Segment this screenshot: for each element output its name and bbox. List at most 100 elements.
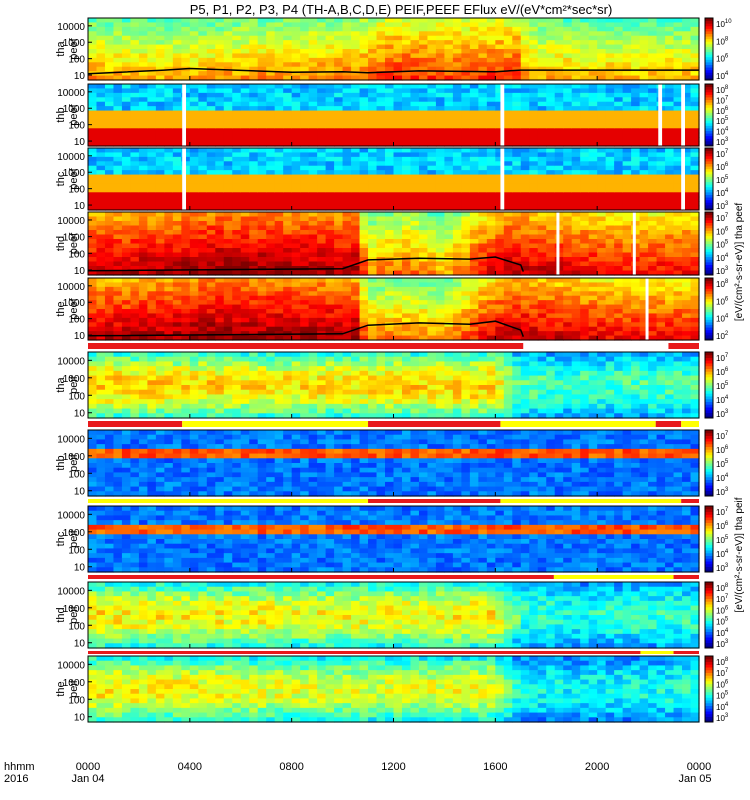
spectrogram-cell xyxy=(469,221,479,227)
spectrogram-cell xyxy=(478,88,488,94)
spectrogram-cell xyxy=(147,179,157,185)
spectrogram-cell xyxy=(266,141,276,147)
spectrogram-cell xyxy=(401,123,412,129)
spectrogram-cell xyxy=(435,115,446,121)
spectrogram-cell xyxy=(317,282,327,288)
spectrogram-cell xyxy=(622,18,632,24)
spectrogram-cell xyxy=(308,295,318,301)
spectrogram-cell xyxy=(529,243,539,249)
spectrogram-cell xyxy=(164,225,174,231)
spectrogram-cell xyxy=(317,141,327,147)
spectrogram-cell xyxy=(113,291,123,297)
spectrogram-cell xyxy=(410,322,420,328)
spectrogram-cell xyxy=(223,22,233,28)
spectrogram-cell xyxy=(435,49,446,55)
spectrogram-cell xyxy=(300,261,310,267)
spectrogram-cell xyxy=(138,101,149,107)
spectrogram-cell xyxy=(359,201,369,207)
spectrogram-cell xyxy=(605,216,615,222)
spectrogram-cell xyxy=(206,75,216,81)
spectrogram-cell xyxy=(266,40,276,46)
spectrogram-cell xyxy=(368,148,378,154)
spectrogram-cell xyxy=(88,304,98,310)
spectrogram-cell xyxy=(342,317,352,323)
spectrogram-cell xyxy=(418,110,429,116)
spectrogram-cell xyxy=(291,156,301,162)
spectrogram-cell xyxy=(665,152,675,158)
spectrogram-cell xyxy=(130,174,140,180)
data-gap xyxy=(632,212,636,275)
spectrogram-cell xyxy=(546,31,556,37)
spectrogram-cell xyxy=(580,88,590,94)
spectrogram-cell xyxy=(537,261,547,267)
spectrogram-cell xyxy=(342,88,352,94)
colorbar-tick-label: 1010 xyxy=(716,19,732,29)
spectrogram-cell xyxy=(385,170,395,176)
spectrogram-cell xyxy=(529,26,539,32)
spectrogram-cell xyxy=(113,225,123,231)
spectrogram-cell xyxy=(418,31,429,37)
spectrogram-cell xyxy=(130,257,140,263)
spectrogram-cell xyxy=(291,148,301,154)
spectrogram-cell xyxy=(172,119,182,125)
spectrogram-cell xyxy=(223,317,233,323)
spectrogram-cell xyxy=(512,300,522,306)
spectrogram-cell xyxy=(639,148,649,154)
spectrogram-cell xyxy=(537,57,547,63)
colorbar-step xyxy=(705,107,713,111)
spectrogram-cell xyxy=(444,174,454,180)
spectrogram-cell xyxy=(325,22,335,28)
spectrogram-cell xyxy=(266,57,276,63)
spectrogram-cell xyxy=(189,252,199,258)
spectrogram-cell xyxy=(317,18,327,24)
spectrogram-cell xyxy=(537,22,547,28)
spectrogram-cell xyxy=(554,75,564,81)
spectrogram-cell xyxy=(232,18,242,24)
spectrogram-cell xyxy=(588,156,598,162)
spectrogram-cell xyxy=(283,225,293,231)
spectrogram-cell xyxy=(257,234,267,240)
spectrogram-cell xyxy=(631,161,641,167)
spectrogram-cell xyxy=(300,278,310,284)
spectrogram-cell xyxy=(393,115,403,121)
spectrogram-cell xyxy=(215,270,225,276)
spectrogram-cell xyxy=(121,148,132,154)
spectrogram-cell xyxy=(605,40,615,46)
spectrogram-cell xyxy=(155,183,165,189)
spectrogram-cell xyxy=(104,313,115,319)
spectrogram-cell xyxy=(96,295,106,301)
spectrogram-cell xyxy=(155,71,165,77)
spectrogram-cell xyxy=(427,141,437,147)
spectrogram-cell xyxy=(622,66,632,72)
spectrogram-cell xyxy=(673,97,683,103)
spectrogram-cell xyxy=(334,309,344,315)
spectrogram-cell xyxy=(257,322,267,328)
spectrogram-cell xyxy=(317,31,327,37)
spectrogram-cell xyxy=(291,282,301,288)
spectrogram-cell xyxy=(682,141,692,147)
spectrogram-cell xyxy=(257,174,267,180)
spectrogram-cell xyxy=(317,278,327,284)
spectrogram-cell xyxy=(181,270,191,276)
spectrogram-cell xyxy=(631,57,641,63)
spectrogram-cell xyxy=(512,243,522,249)
spectrogram-cell xyxy=(401,179,412,185)
spectrogram-cell xyxy=(385,278,395,284)
spectrogram-cell xyxy=(512,18,522,24)
spectrogram-cell xyxy=(605,22,615,28)
spectrogram-cell xyxy=(130,128,140,134)
spectrogram-cell xyxy=(571,234,581,240)
spectrogram-cell xyxy=(351,331,361,337)
spectrogram-cell xyxy=(300,257,310,263)
spectrogram-cell xyxy=(418,286,429,292)
spectrogram-cell xyxy=(427,313,437,319)
spectrogram-cell xyxy=(325,179,335,185)
spectrogram-cell xyxy=(665,128,675,134)
spectrogram-cell xyxy=(631,152,641,158)
spectrogram-cell xyxy=(113,278,123,284)
spectrogram-cell xyxy=(622,161,632,167)
spectrogram-cell xyxy=(240,101,250,107)
spectrogram-cell xyxy=(495,239,505,245)
spectrogram-cell xyxy=(401,295,412,301)
colorbar-frame xyxy=(704,83,714,147)
